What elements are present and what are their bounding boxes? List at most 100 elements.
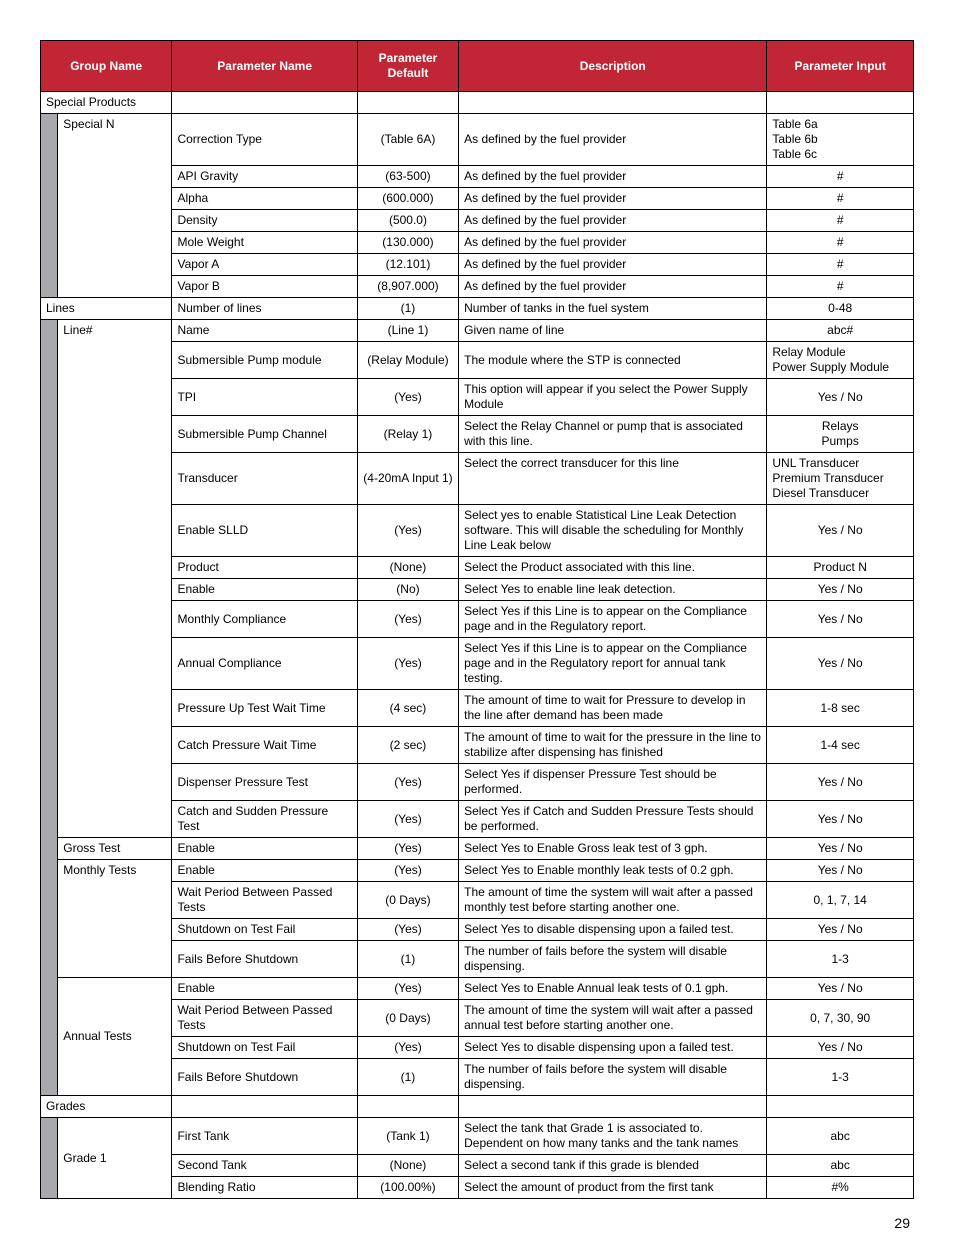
param-name: Enable SLLD xyxy=(172,505,357,557)
param-default: (1) xyxy=(357,1059,458,1096)
description: Select yes to enable Statistical Line Le… xyxy=(459,505,767,557)
description: As defined by the fuel provider xyxy=(459,166,767,188)
param-default: (8,907.000) xyxy=(357,276,458,298)
param-input: Yes / No xyxy=(767,505,914,557)
table-row: Alpha(600.000)As defined by the fuel pro… xyxy=(41,188,914,210)
param-name: Blending Ratio xyxy=(172,1177,357,1199)
table-row: Submersible Pump module(Relay Module)The… xyxy=(41,342,914,379)
table-row: Mole Weight(130.000)As defined by the fu… xyxy=(41,232,914,254)
param-name: Name xyxy=(172,320,357,342)
th-param-input: Parameter Input xyxy=(767,41,914,92)
param-input: Yes / No xyxy=(767,838,914,860)
param-name: Catch and Sudden Pressure Test xyxy=(172,801,357,838)
th-param-default: Parameter Default xyxy=(357,41,458,92)
param-input: #% xyxy=(767,1177,914,1199)
param-name: API Gravity xyxy=(172,166,357,188)
param-input: Yes / No xyxy=(767,601,914,638)
param-default: (600.000) xyxy=(357,188,458,210)
description: Select Yes to disable dispensing upon a … xyxy=(459,1037,767,1059)
table-row: API Gravity(63-500)As defined by the fue… xyxy=(41,166,914,188)
description: The module where the STP is connected xyxy=(459,342,767,379)
param-default: (Table 6A) xyxy=(357,114,458,166)
param-default: (Yes) xyxy=(357,764,458,801)
table-row: Vapor A(12.101)As defined by the fuel pr… xyxy=(41,254,914,276)
description: As defined by the fuel provider xyxy=(459,188,767,210)
table-row: Submersible Pump Channel(Relay 1)Select … xyxy=(41,416,914,453)
description: Select Yes if Catch and Sudden Pressure … xyxy=(459,801,767,838)
parameter-table: Group Name Parameter Name Parameter Defa… xyxy=(40,40,914,1199)
param-name: Alpha xyxy=(172,188,357,210)
table-row: Fails Before Shutdown(1)The number of fa… xyxy=(41,1059,914,1096)
param-name: Transducer xyxy=(172,453,357,505)
param-name: Vapor A xyxy=(172,254,357,276)
table-row: Special N Correction Type (Table 6A) As … xyxy=(41,114,914,166)
param-input: 0-48 xyxy=(767,298,914,320)
description: As defined by the fuel provider xyxy=(459,210,767,232)
description: Select Yes if dispenser Pressure Test sh… xyxy=(459,764,767,801)
param-input: 1-4 sec xyxy=(767,727,914,764)
param-input: # xyxy=(767,232,914,254)
description: Select Yes to enable line leak detection… xyxy=(459,579,767,601)
param-default: (0 Days) xyxy=(357,1000,458,1037)
group-label: Line# xyxy=(58,320,172,838)
description: Select the Relay Channel or pump that is… xyxy=(459,416,767,453)
description: Select the amount of product from the fi… xyxy=(459,1177,767,1199)
param-input: abc xyxy=(767,1155,914,1177)
param-default: (Yes) xyxy=(357,860,458,882)
indent-cell xyxy=(41,320,58,1096)
param-name: Wait Period Between Passed Tests xyxy=(172,1000,357,1037)
table-row: Second Tank(None)Select a second tank if… xyxy=(41,1155,914,1177)
param-name: Catch Pressure Wait Time xyxy=(172,727,357,764)
description: The number of fails before the system wi… xyxy=(459,941,767,978)
group-label: Grades xyxy=(41,1096,172,1118)
page-number: 29 xyxy=(40,1215,914,1231)
description: Select Yes if this Line is to appear on … xyxy=(459,601,767,638)
param-input: # xyxy=(767,254,914,276)
param-input: # xyxy=(767,276,914,298)
param-name: Mole Weight xyxy=(172,232,357,254)
table-row: Gross Test Enable(Yes)Select Yes to Enab… xyxy=(41,838,914,860)
description: The amount of time the system will wait … xyxy=(459,882,767,919)
th-param-name: Parameter Name xyxy=(172,41,357,92)
table-row: Monthly Compliance(Yes)Select Yes if thi… xyxy=(41,601,914,638)
param-default: (2 sec) xyxy=(357,727,458,764)
description: Select Yes if this Line is to appear on … xyxy=(459,638,767,690)
param-default: (Yes) xyxy=(357,379,458,416)
param-default: (Relay Module) xyxy=(357,342,458,379)
param-name: Shutdown on Test Fail xyxy=(172,919,357,941)
table-row: Dispenser Pressure Test(Yes)Select Yes i… xyxy=(41,764,914,801)
param-default: (None) xyxy=(357,557,458,579)
param-default: (0 Days) xyxy=(357,882,458,919)
table-row: Shutdown on Test Fail(Yes)Select Yes to … xyxy=(41,1037,914,1059)
table-row: Vapor B(8,907.000)As defined by the fuel… xyxy=(41,276,914,298)
th-group: Group Name xyxy=(41,41,172,92)
param-name: Enable xyxy=(172,579,357,601)
table-row: Pressure Up Test Wait Time(4 sec)The amo… xyxy=(41,690,914,727)
group-label: Monthly Tests xyxy=(58,860,172,978)
param-name: Pressure Up Test Wait Time xyxy=(172,690,357,727)
table-row: Shutdown on Test Fail(Yes)Select Yes to … xyxy=(41,919,914,941)
group-label: Lines xyxy=(41,298,172,320)
param-default: (1) xyxy=(357,941,458,978)
table-row: Enable(No)Select Yes to enable line leak… xyxy=(41,579,914,601)
description: As defined by the fuel provider xyxy=(459,232,767,254)
group-label: Special N xyxy=(58,114,172,298)
param-input: UNL Transducer Premium Transducer Diesel… xyxy=(767,453,914,505)
param-default: (Yes) xyxy=(357,601,458,638)
table-row: Wait Period Between Passed Tests(0 Days)… xyxy=(41,882,914,919)
param-name: Annual Compliance xyxy=(172,638,357,690)
indent-cell xyxy=(41,1118,58,1199)
group-row-lines: Lines Number of lines (1) Number of tank… xyxy=(41,298,914,320)
param-default: (Relay 1) xyxy=(357,416,458,453)
param-default: (130.000) xyxy=(357,232,458,254)
table-row: Product(None)Select the Product associat… xyxy=(41,557,914,579)
description: Given name of line xyxy=(459,320,767,342)
param-input: Relays Pumps xyxy=(767,416,914,453)
group-row-special-products: Special Products xyxy=(41,92,914,114)
param-input: Yes / No xyxy=(767,1037,914,1059)
param-name: Second Tank xyxy=(172,1155,357,1177)
description: This option will appear if you select th… xyxy=(459,379,767,416)
param-input: # xyxy=(767,188,914,210)
table-row: Line# Name(Line 1)Given name of lineabc# xyxy=(41,320,914,342)
param-name: Wait Period Between Passed Tests xyxy=(172,882,357,919)
